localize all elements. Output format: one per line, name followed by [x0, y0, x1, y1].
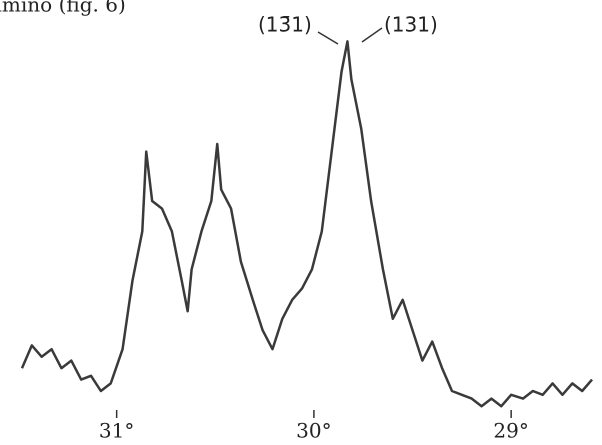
chart: amino (fig. 6) (13̄1) (131) 31° 30° 29° [0, 0, 602, 445]
x-tick-label: 29° [493, 419, 528, 443]
trace [22, 41, 592, 406]
x-tick-label: 31° [99, 419, 134, 443]
annotation-pointer [362, 28, 382, 42]
annotation: (131) [384, 13, 438, 37]
annotation-pointer [318, 32, 338, 44]
caption-fragment: amino (fig. 6) [0, 0, 126, 17]
x-tick-label: 30° [296, 419, 331, 443]
annotation: (13̄1) [258, 13, 312, 37]
